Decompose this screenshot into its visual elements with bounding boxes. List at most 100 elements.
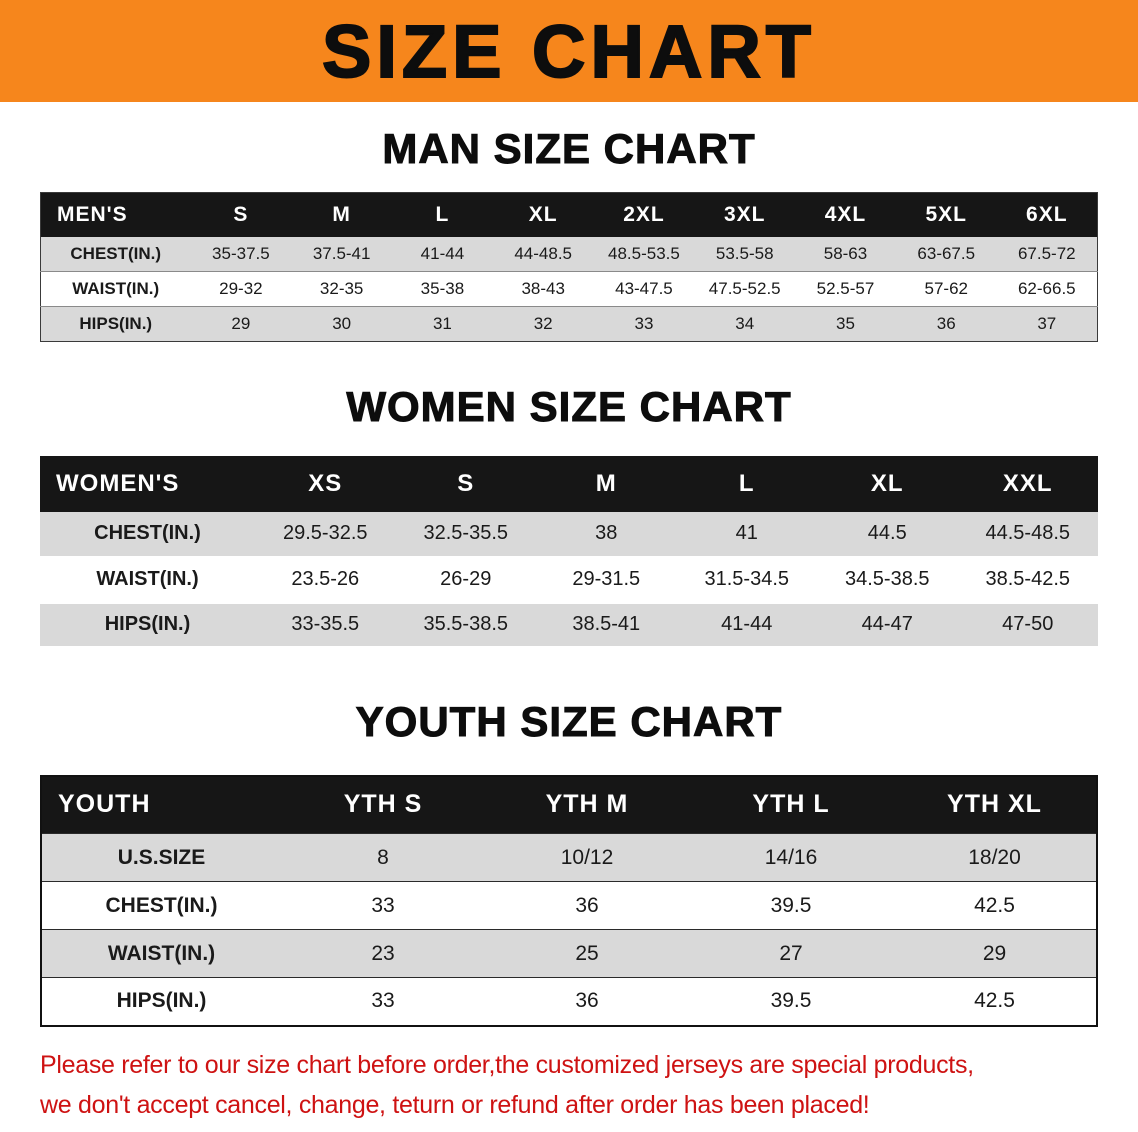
size-value: 38-43	[521, 279, 565, 298]
size-value: 29-31.5	[572, 568, 641, 590]
size-value: 8	[377, 845, 389, 869]
size-value: 31	[432, 314, 452, 333]
size-value: 42.5	[974, 989, 1015, 1013]
size-column-header: XL	[492, 192, 594, 237]
size-column-header: 4XL	[795, 192, 896, 237]
size-value: 41-44	[420, 243, 465, 263]
size-column-header: YTH M	[485, 775, 689, 834]
size-value: 32-35	[319, 279, 364, 298]
table-row: HIPS(IN.) 33 36 39.5 42.5	[41, 977, 1097, 1026]
size-column-header: S	[395, 456, 536, 512]
size-column-header: L	[392, 192, 493, 237]
youth-chart-heading: YOUTH SIZE CHART	[355, 697, 783, 745]
size-column-header: 5XL	[895, 192, 997, 237]
size-value: 36	[575, 893, 599, 917]
women-chart-heading: WOMEN SIZE CHART	[346, 383, 792, 430]
size-value: 38	[595, 522, 618, 545]
size-value: 33	[634, 314, 654, 333]
table-title: WOMEN'S	[40, 456, 255, 512]
size-column-header: XL	[817, 456, 958, 512]
size-value: 29	[231, 314, 251, 333]
size-value: 39.5	[770, 989, 812, 1013]
size-column-header: 3XL	[694, 192, 796, 237]
size-value: 36	[575, 989, 599, 1013]
youth-size-table: YOUTH YTH S YTH M YTH L YTH XL U.S.SIZE 8 10/12…	[40, 774, 1098, 1027]
table-row: WAIST(IN.) 23.5-26 26-29 29-31.5 31.5-34.5 34…	[40, 557, 1098, 602]
size-value: 43-47.5	[615, 279, 673, 298]
size-value: 30	[332, 314, 352, 333]
size-value: 14/16	[764, 845, 818, 869]
size-value: 32.5-35.5	[423, 522, 508, 545]
size-value: 33-35.5	[291, 613, 360, 635]
header-row: WOMEN'S XS S M L XL XXL	[40, 456, 1098, 512]
row-label: HIPS(IN.)	[104, 613, 191, 635]
size-value: 32	[533, 314, 553, 333]
size-value: 38.5-42.5	[985, 568, 1070, 590]
women-size-section: WOMEN SIZE CHART WOMEN'S XS S M L XL XXL CHEST(…	[0, 383, 1138, 649]
header-row: MEN'S S M L XL 2XL 3XL 4XL 5XL 6XL	[40, 192, 1098, 237]
size-value: 29	[982, 941, 1007, 965]
size-value: 47-50	[1002, 613, 1054, 635]
table-row: WAIST(IN.) 23 25 27 29	[41, 929, 1097, 978]
row-label: HIPS(IN.)	[116, 989, 207, 1013]
row-label: CHEST(IN.)	[94, 522, 201, 545]
size-value: 31.5-34.5	[704, 568, 789, 590]
size-value: 27	[779, 941, 803, 965]
size-column-header: M	[291, 192, 393, 237]
men-chart-heading: MAN SIZE CHART	[382, 125, 756, 172]
table-row: CHEST(IN.) 35-37.5 37.5-41 41-44 44-48.5 48.5…	[40, 236, 1098, 272]
order-disclaimer: Please refer to our size chart before or…	[40, 1045, 1118, 1125]
size-value: 62-66.5	[1017, 279, 1076, 298]
table-row: CHEST(IN.) 33 36 39.5 42.5	[41, 881, 1097, 930]
row-label: CHEST(IN.)	[105, 893, 218, 917]
size-column-header: L	[676, 456, 817, 512]
disclaimer-line-1: Please refer to our size chart before or…	[40, 1050, 974, 1079]
row-label: WAIST(IN.)	[107, 941, 216, 965]
size-value: 18/20	[968, 845, 1021, 869]
size-value: 44.5-48.5	[985, 522, 1070, 545]
size-value: 29.5-32.5	[282, 522, 368, 545]
disclaimer-line-2: we don't accept cancel, change, teturn o…	[40, 1090, 870, 1119]
size-column-header: 6XL	[996, 192, 1098, 237]
table-row: HIPS(IN.) 29 30 31 32 33 34 35 36 37	[40, 306, 1098, 342]
size-value: 44-47	[861, 613, 913, 635]
men-size-section: MAN SIZE CHART MEN'S S M L XL 2XL 3XL 4XL 5XL 6XL…	[0, 125, 1138, 342]
size-column-header: YTH S	[281, 775, 485, 834]
table-row: HIPS(IN.) 33-35.5 35.5-38.5 38.5-41 41-44 44-…	[40, 602, 1098, 647]
size-value: 53.5-58	[715, 243, 774, 263]
table-row: WAIST(IN.) 29-32 32-35 35-38 38-43 43-47.5 47.…	[40, 271, 1098, 307]
size-column-header: S	[190, 192, 292, 237]
size-value: 36	[936, 314, 956, 333]
size-value: 58-63	[823, 243, 868, 263]
size-value: 48.5-53.5	[608, 243, 680, 263]
men-size-table: MEN'S S M L XL 2XL 3XL 4XL 5XL 6XL CHEST(IN.) 35-37…	[40, 192, 1098, 342]
size-value: 25	[575, 941, 599, 965]
size-value: 42.5	[974, 893, 1015, 917]
table-title: YOUTH	[41, 775, 281, 834]
women-size-table: WOMEN'S XS S M L XL XXL CHEST(IN.) 29.5-32.5 32.5…	[40, 456, 1098, 649]
size-value: 23	[371, 941, 395, 965]
size-value: 41	[735, 522, 758, 545]
table-title: MEN'S	[40, 192, 191, 237]
size-value: 52.5-57	[816, 279, 875, 298]
size-value: 38.5-41	[572, 613, 641, 635]
size-value: 29-32	[219, 279, 263, 298]
size-value: 57-62	[924, 279, 968, 298]
size-column-header: XXL	[957, 456, 1098, 512]
size-value: 35	[836, 314, 855, 333]
size-column-header: YTH L	[689, 775, 893, 834]
size-column-header: 2XL	[593, 192, 695, 237]
row-label: WAIST(IN.)	[72, 279, 160, 298]
page-title: SIZE CHART	[321, 9, 816, 94]
size-value: 37.5-41	[312, 243, 371, 263]
header-row: YOUTH YTH S YTH M YTH L YTH XL	[41, 775, 1097, 834]
youth-size-section: YOUTH SIZE CHART YOUTH YTH S YTH M YTH L YTH…	[0, 697, 1138, 1027]
size-value: 26-29	[440, 568, 492, 590]
size-column-header: XS	[255, 456, 396, 512]
row-label: U.S.SIZE	[117, 845, 206, 869]
size-value: 35.5-38.5	[423, 613, 508, 635]
size-value: 41-44	[721, 613, 773, 635]
table-row: U.S.SIZE 8 10/12 14/16 18/20	[41, 833, 1097, 882]
table-row: CHEST(IN.) 29.5-32.5 32.5-35.5 38 41 44.5 44.5…	[40, 512, 1098, 557]
size-value: 33	[371, 989, 395, 1013]
